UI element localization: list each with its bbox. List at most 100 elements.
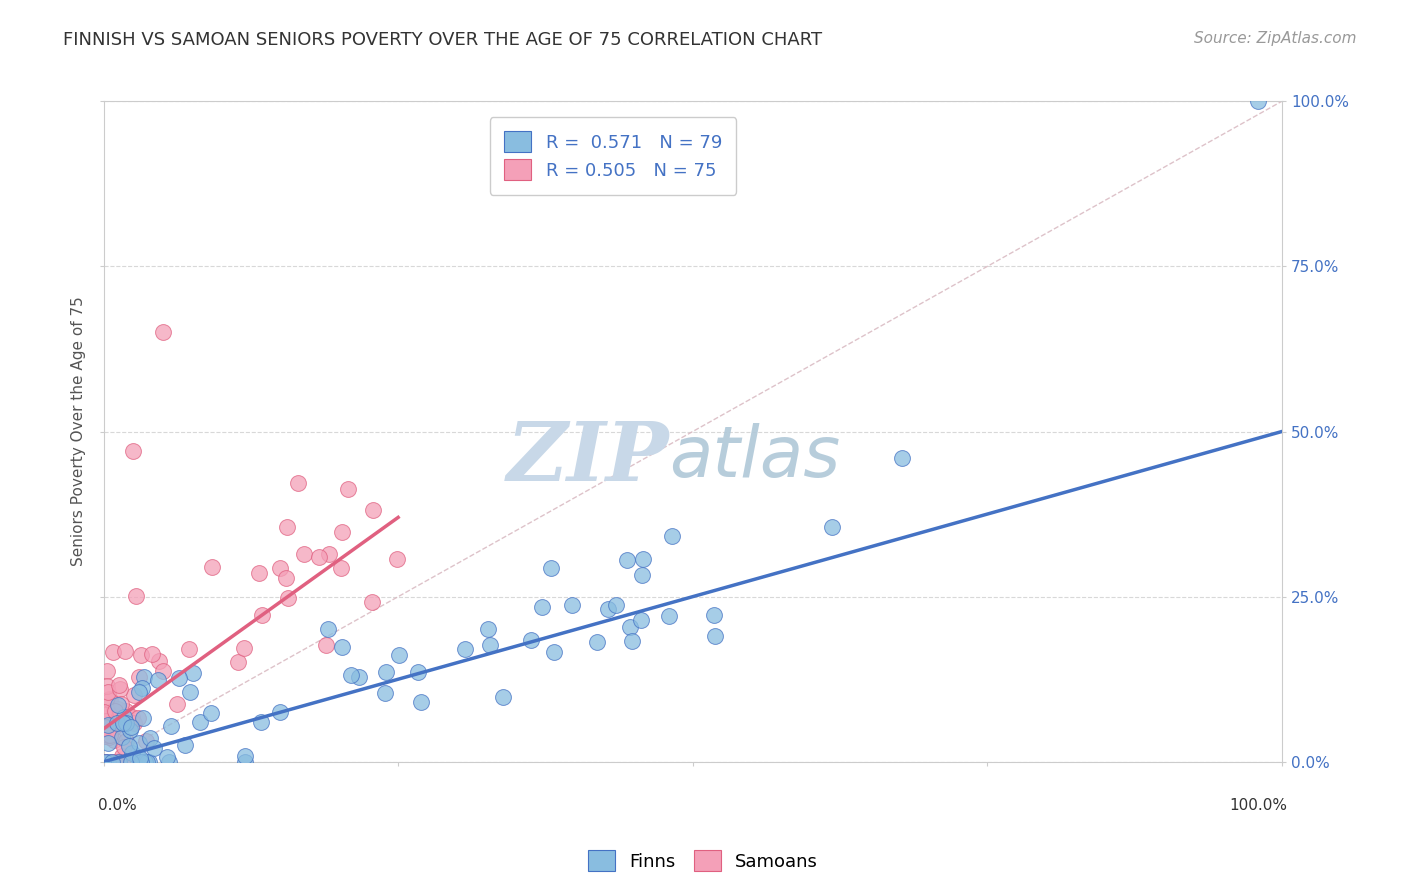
Point [122,444,145,458]
Point [111,755,134,769]
Point [97,685,120,699]
Point [148,653,170,667]
Point [125,589,148,603]
Point [340,668,363,682]
Text: atlas: atlas [669,424,841,492]
Point [132,711,155,725]
Point [94,707,117,722]
Point [111,715,134,730]
Point [97,755,120,769]
Point [631,567,654,582]
Point [139,731,162,746]
Point [276,520,298,534]
Point [330,561,353,575]
Point [97,718,120,732]
Point [96,679,118,693]
Point [107,698,129,712]
Point [454,642,477,657]
Point [101,755,124,769]
Point [105,755,128,769]
Point [120,755,142,769]
Point [658,609,681,624]
Point [179,685,201,699]
Point [1247,95,1270,109]
Point [115,714,138,729]
Point [115,734,138,748]
Point [181,665,204,680]
Point [94,730,117,744]
Point [103,733,125,747]
Point [347,670,370,684]
Point [105,714,128,728]
Point [274,571,297,585]
Point [107,715,129,730]
Point [277,591,299,606]
Point [269,706,291,720]
Point [127,749,149,764]
Point [114,715,136,730]
Point [96,664,118,678]
Point [105,715,128,730]
Point [152,326,174,340]
Point [531,599,554,614]
Point [108,678,131,692]
Point [292,547,315,561]
Point [630,613,652,627]
Point [249,566,271,580]
Point [127,711,149,725]
Point [477,622,499,636]
Point [115,704,138,718]
Point [101,755,124,769]
Point [128,670,150,684]
Point [388,648,411,662]
Point [101,717,124,731]
Text: Source: ZipAtlas.com: Source: ZipAtlas.com [1194,31,1357,46]
Point [188,714,211,729]
Point [159,719,181,733]
Point [174,738,197,752]
Point [121,746,143,760]
Point [409,695,432,709]
Point [112,710,135,724]
Point [703,607,725,622]
Point [108,681,131,696]
Point [98,728,121,742]
Point [135,734,157,748]
Point [101,645,124,659]
Point [233,641,256,656]
Point [122,716,145,731]
Y-axis label: Seniors Poverty Over the Age of 75: Seniors Poverty Over the Age of 75 [72,297,86,566]
Point [105,708,128,723]
Text: FINNISH VS SAMOAN SENIORS POVERTY OVER THE AGE OF 75 CORRELATION CHART: FINNISH VS SAMOAN SENIORS POVERTY OVER T… [63,31,823,49]
Point [250,608,273,623]
Point [200,706,222,720]
Point [596,602,619,616]
Point [98,730,121,744]
Point [631,551,654,566]
Point [110,697,132,711]
Point [128,685,150,699]
Point [97,736,120,750]
Point [250,714,273,729]
Point [131,681,153,696]
Point [233,748,256,763]
Point [141,648,163,662]
Point [337,482,360,496]
Point [98,693,121,707]
Point [103,703,125,717]
Point [233,755,256,769]
Point [269,561,291,575]
Point [94,716,117,731]
Point [129,648,152,662]
Point [330,525,353,540]
Point [201,560,224,574]
Point [104,705,127,719]
Point [177,641,200,656]
Point [152,664,174,678]
Point [94,755,117,769]
Point [315,638,337,652]
Point [585,635,607,649]
Point [100,722,122,736]
Text: 0.0%: 0.0% [97,798,136,814]
Point [94,755,117,769]
